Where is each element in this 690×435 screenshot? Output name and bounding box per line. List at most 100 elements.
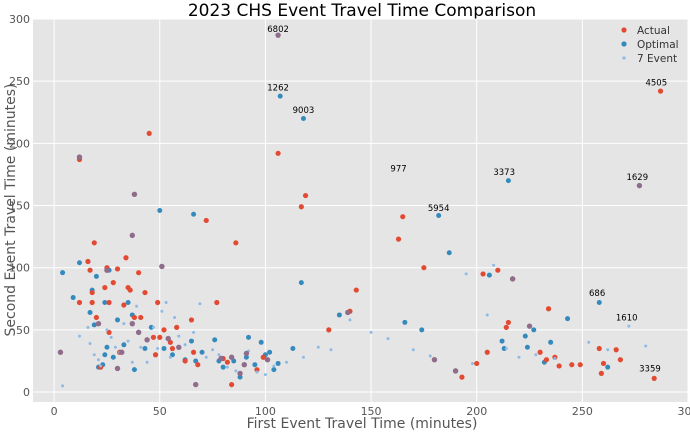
actual-point	[395, 236, 402, 242]
optimal-point	[104, 344, 110, 350]
7-event-point	[99, 364, 103, 368]
actual-point	[556, 363, 562, 369]
overlap-markers	[57, 32, 643, 388]
actual-point	[495, 267, 501, 273]
point-annotation: 1629	[626, 173, 648, 183]
7-event-point	[316, 345, 320, 349]
optimal-point	[290, 346, 296, 352]
overlap-point	[431, 357, 438, 363]
7-event-point	[301, 355, 305, 359]
7-event-point	[105, 328, 109, 332]
y-tick-label: 50	[16, 324, 30, 337]
actual-point	[596, 345, 602, 352]
actual-point	[169, 345, 176, 352]
actual-point	[474, 360, 480, 367]
actual-point	[260, 354, 266, 360]
actual-point	[157, 334, 163, 340]
optimal-point	[191, 211, 197, 217]
optimal-point	[142, 346, 148, 352]
7-event-point	[183, 343, 187, 347]
7-event-point	[88, 342, 92, 346]
optimal-point	[70, 295, 76, 301]
optimal-point	[501, 346, 507, 352]
legend-label-optimal: Optimal	[637, 39, 679, 51]
actual-point	[302, 192, 309, 199]
actual-point	[229, 381, 235, 388]
x-tick-label: 100	[255, 405, 276, 418]
actual-point	[214, 299, 220, 306]
7-event-point	[145, 360, 149, 364]
7-event-point	[113, 345, 117, 349]
actual-point	[421, 265, 427, 271]
optimal-point	[565, 316, 571, 322]
optimal-point	[237, 374, 243, 380]
optimal-point	[193, 358, 199, 364]
7-event-point	[109, 335, 113, 339]
overlap-point	[144, 337, 150, 343]
7-event-point	[411, 348, 415, 352]
overlap-point	[129, 232, 136, 239]
actual-point	[600, 360, 607, 367]
actual-point	[182, 358, 188, 364]
overlap-point	[131, 191, 138, 198]
optimal-point	[298, 280, 304, 286]
point-annotation: 5954	[428, 204, 450, 214]
optimal-point	[402, 319, 408, 325]
7-event-point	[217, 353, 221, 357]
grid-lines	[33, 18, 689, 402]
legend-label-7-event: 7 Event	[637, 53, 677, 65]
chart-title: 2023 CHS Event Travel Time Comparison	[188, 1, 536, 21]
7-event-point	[86, 325, 90, 329]
actual-point	[131, 314, 138, 321]
point-annotation: 1262	[267, 84, 289, 94]
7-event-point	[198, 302, 202, 306]
point-annotations: 6802 1262 9003 4505 977 3373 1629 5954 686 1610 33…	[267, 25, 667, 374]
7-event-point	[139, 345, 143, 349]
actual-point	[537, 349, 543, 355]
optimal-point	[121, 342, 127, 348]
optimal-point	[148, 324, 154, 330]
actual-point	[89, 299, 95, 306]
overlap-point	[176, 344, 182, 350]
y-tick-label: 200	[9, 137, 30, 150]
7-event-point	[151, 325, 155, 329]
optimal-point	[596, 300, 602, 306]
optimal-point	[436, 212, 442, 218]
actual-point	[505, 319, 512, 326]
x-tick-label: 0	[51, 405, 58, 418]
overlap-point	[243, 350, 250, 357]
optimal-point	[102, 300, 108, 306]
actual-point	[161, 327, 167, 333]
x-tick-label: 50	[153, 405, 167, 418]
actual-point	[142, 289, 148, 296]
actual-point	[651, 375, 657, 381]
actual-point	[326, 327, 332, 333]
point-annotation: 6802	[267, 25, 289, 35]
actual-point	[480, 271, 486, 277]
series-optimal	[60, 93, 611, 380]
optimal-point	[258, 339, 264, 345]
actual-point	[146, 130, 152, 137]
actual-point	[76, 299, 83, 306]
7-event-point	[255, 370, 259, 374]
7-event-point	[122, 322, 126, 326]
overlap-point	[165, 335, 171, 342]
7-event-point	[485, 313, 489, 317]
7-event-point	[177, 334, 181, 338]
7-event-point	[587, 340, 591, 344]
overlap-point	[129, 320, 136, 327]
optimal-point	[110, 354, 116, 360]
optimal-point	[499, 338, 505, 344]
actual-point	[188, 317, 195, 323]
optimal-point	[275, 360, 281, 366]
optimal-point	[188, 338, 194, 344]
overlap-point	[526, 323, 533, 329]
optimal-point	[102, 352, 108, 358]
overlap-point	[636, 182, 643, 189]
optimal-point	[246, 334, 252, 340]
actual-point	[613, 347, 619, 353]
actual-point	[459, 374, 465, 380]
x-tick-label: 300	[678, 405, 690, 418]
actual-point	[503, 324, 509, 330]
7-event-point	[225, 365, 229, 369]
